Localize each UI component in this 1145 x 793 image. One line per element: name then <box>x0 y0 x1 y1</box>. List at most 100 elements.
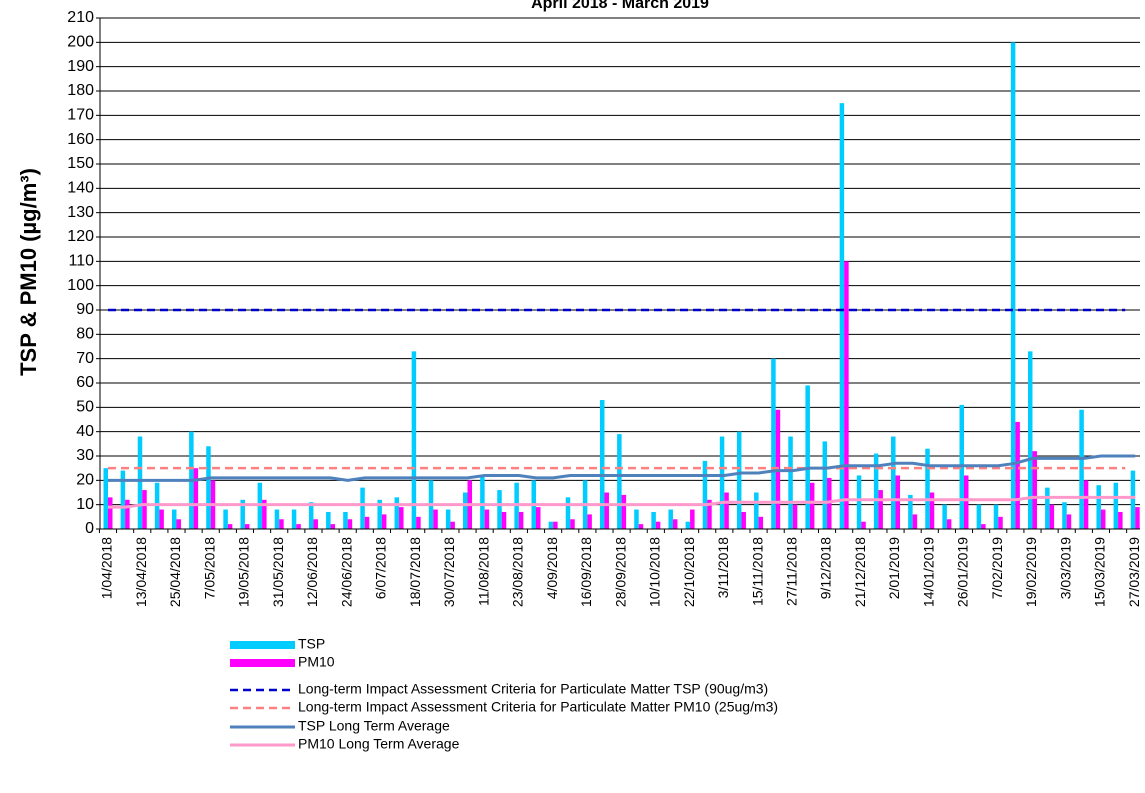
bar <box>736 431 742 529</box>
bar <box>394 497 400 529</box>
bar <box>416 516 421 529</box>
y-tick-label: 180 <box>67 82 94 99</box>
y-tick-label: 10 <box>76 496 94 513</box>
bar <box>1096 485 1101 529</box>
bar <box>617 434 622 529</box>
bar <box>360 487 365 529</box>
bar <box>891 436 896 529</box>
bar <box>805 385 810 529</box>
bar <box>638 524 644 529</box>
bar <box>895 475 901 529</box>
bar <box>981 524 986 529</box>
bar <box>942 504 947 529</box>
bar <box>925 448 930 529</box>
bar <box>741 511 746 529</box>
legend-label: TSP <box>298 636 325 652</box>
bar <box>587 514 592 529</box>
bar <box>244 524 250 529</box>
bar <box>536 507 541 529</box>
bar <box>946 519 952 529</box>
bar <box>274 509 280 529</box>
bar <box>844 261 849 529</box>
bar <box>998 516 1003 529</box>
bar <box>621 494 627 529</box>
bar <box>120 470 126 529</box>
y-tick-label: 90 <box>76 301 94 318</box>
bar <box>1062 502 1067 529</box>
x-tick-label: 18/07/2018 <box>407 537 423 607</box>
average-line <box>108 454 1136 482</box>
bar <box>480 475 485 529</box>
bar <box>347 519 353 529</box>
x-tick-label: 26/01/2019 <box>955 537 971 607</box>
bar <box>1100 509 1106 529</box>
bar <box>433 509 438 529</box>
bar <box>668 509 673 529</box>
bar <box>685 521 691 529</box>
bar <box>707 499 712 529</box>
y-tick-label: 190 <box>67 58 94 75</box>
legend-swatch <box>230 659 295 667</box>
bar <box>1135 507 1140 529</box>
bar <box>206 446 211 529</box>
y-tick-label: 200 <box>67 34 94 51</box>
bar <box>553 521 558 529</box>
bar <box>976 504 982 529</box>
legend-label: PM10 Long Term Average <box>298 736 460 752</box>
bar <box>565 497 571 529</box>
bar <box>651 511 656 529</box>
y-tick-label: 0 <box>85 520 94 537</box>
x-tick-label: 23/08/2018 <box>510 537 526 607</box>
bar <box>908 494 913 529</box>
bar <box>262 499 267 529</box>
bar <box>497 490 502 529</box>
average-line <box>108 495 1136 509</box>
bar <box>159 509 164 529</box>
y-tick-label: 60 <box>76 374 94 391</box>
x-tick-label: 1/04/2018 <box>99 537 115 599</box>
bar <box>1032 451 1037 529</box>
bar <box>1113 482 1119 529</box>
legend-label: Long-term Impact Assessment Criteria for… <box>298 699 778 715</box>
bar <box>463 492 468 529</box>
bar <box>137 436 143 529</box>
bar <box>1010 42 1016 529</box>
bar <box>912 514 918 529</box>
bar <box>856 475 862 529</box>
bar <box>291 509 297 529</box>
bar <box>445 509 451 529</box>
bar <box>719 436 725 529</box>
bar <box>1066 514 1072 529</box>
bar <box>724 492 729 529</box>
bar <box>223 509 228 529</box>
bar <box>450 521 455 529</box>
bar <box>176 519 181 529</box>
y-tick-label: 150 <box>67 155 94 172</box>
bar <box>1049 504 1055 529</box>
x-tick-label: 25/04/2018 <box>167 537 183 607</box>
bar <box>839 103 845 530</box>
x-tick-label: 10/10/2018 <box>647 537 663 607</box>
bar <box>330 524 336 529</box>
bar <box>227 524 233 529</box>
x-tick-label: 30/07/2018 <box>441 537 457 607</box>
y-tick-label: 80 <box>76 326 94 343</box>
bar <box>604 492 609 529</box>
bar <box>548 521 554 529</box>
x-tick-label: 7/05/2018 <box>201 537 217 599</box>
y-tick-label: 20 <box>76 472 94 489</box>
bar <box>878 490 883 529</box>
x-tick-label: 7/02/2019 <box>989 537 1005 599</box>
x-tick-label: 14/01/2019 <box>920 537 936 607</box>
bar <box>171 509 177 529</box>
bar <box>690 509 695 529</box>
bar <box>103 468 108 529</box>
x-tick-label: 12/06/2018 <box>304 537 320 607</box>
chart-title: April 2018 - March 2019 <box>531 0 709 12</box>
bar <box>326 511 331 529</box>
bar <box>1027 351 1033 529</box>
bar <box>771 358 776 529</box>
legend-swatch <box>230 641 295 649</box>
x-tick-label: 27/11/2018 <box>784 537 800 606</box>
bar <box>240 499 245 529</box>
